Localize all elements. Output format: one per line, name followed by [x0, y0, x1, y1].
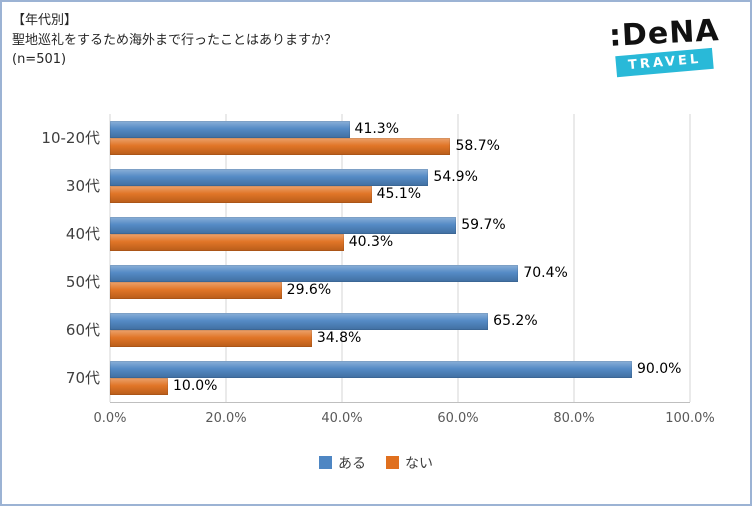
bar-aru — [110, 312, 489, 330]
bar-group: 90.0% 10.0% — [110, 354, 690, 402]
category-label: 30代 — [65, 177, 100, 195]
bar-aru — [110, 264, 519, 282]
legend-item-nai: ない — [386, 453, 433, 473]
title-line-2: 聖地巡礼をするため海外まで行ったことはありますか？ — [12, 32, 338, 48]
legend: ある ない — [2, 453, 750, 473]
value-label: 29.6% — [286, 282, 332, 298]
bar-group: 65.2% 34.8% — [110, 306, 690, 354]
gridline — [457, 113, 459, 402]
bar-chart: 10-20代 30代 40代 50代 60代 70代 41.3% 58.7% 54.9% 45.… — [14, 113, 715, 431]
bar-group: 59.7% 40.3% — [110, 210, 690, 258]
x-tick-label: 0.0% — [93, 410, 127, 426]
bar-line: 40.3% — [110, 233, 690, 251]
value-label: 41.3% — [354, 121, 400, 137]
chart-title: 【年代別】 聖地巡礼をするため海外まで行ったことはありますか？ (n=501) — [2, 2, 750, 70]
bar-nai — [110, 281, 282, 299]
value-label: 58.7% — [455, 138, 500, 154]
bar-line: 41.3% — [110, 120, 690, 138]
value-label: 34.8% — [316, 330, 362, 346]
plot-area: 41.3% 58.7% 54.9% 45.1% 59.7% 40.3% 70.4% 29.6%… — [109, 113, 691, 403]
bar-aru — [110, 216, 457, 234]
value-label: 70.4% — [523, 265, 568, 281]
category-label: 50代 — [65, 273, 100, 291]
bar-nai — [110, 329, 312, 347]
bar-line: 54.9% — [110, 168, 690, 186]
bar-line: 45.1% — [110, 185, 690, 203]
gridline — [109, 113, 111, 402]
x-tick-labels: 0.0% 20.0% 40.0% 60.0% 80.0% 100.0% — [93, 403, 714, 431]
title-line-3: (n=501) — [12, 52, 67, 67]
dena-travel-logo: :DeNA TRAVEL — [609, 13, 721, 78]
legend-item-aru: ある — [319, 453, 366, 473]
legend-label-nai: ない — [405, 455, 433, 472]
bar-rows: 41.3% 58.7% 54.9% 45.1% 59.7% 40.3% 70.4% 29.6%… — [110, 114, 690, 402]
bar-line: 70.4% — [110, 264, 690, 282]
value-label: 90.0% — [637, 361, 682, 377]
x-tick-label: 40.0% — [321, 410, 363, 426]
value-label: 59.7% — [461, 217, 506, 233]
value-label: 40.3% — [348, 234, 394, 250]
bar-line: 58.7% — [110, 137, 690, 155]
legend-swatch-nai — [386, 456, 399, 469]
gridlines — [109, 113, 691, 402]
plot-with-labels: 10-20代 30代 40代 50代 60代 70代 41.3% 58.7% 54.9% 45.… — [14, 113, 691, 403]
bar-aru — [110, 120, 350, 138]
bar-nai — [110, 377, 168, 395]
bar-aru — [110, 168, 429, 186]
legend-label-aru: ある — [338, 455, 366, 472]
bar-line: 34.8% — [110, 329, 690, 347]
gridline — [341, 113, 343, 402]
category-axis: 10-20代 30代 40代 50代 60代 70代 — [14, 114, 110, 403]
x-tick-label: 100.0% — [665, 410, 715, 426]
title-line-1: 【年代別】 — [12, 13, 78, 28]
value-label: 54.9% — [433, 169, 478, 185]
bar-nai — [110, 233, 344, 251]
bar-line: 65.2% — [110, 312, 690, 330]
category-label: 60代 — [65, 321, 100, 339]
bar-line: 90.0% — [110, 360, 690, 378]
gridline — [689, 113, 691, 402]
category-label: 70代 — [65, 369, 100, 387]
bar-nai — [110, 185, 372, 203]
bar-group: 70.4% 29.6% — [110, 258, 690, 306]
category-label: 40代 — [65, 225, 100, 243]
legend-swatch-aru — [319, 456, 332, 469]
bar-line: 59.7% — [110, 216, 690, 234]
x-tick-label: 80.0% — [553, 410, 595, 426]
gridline — [225, 113, 227, 402]
value-label: 10.0% — [173, 378, 218, 394]
x-tick-label: 20.0% — [205, 410, 247, 426]
bar-nai — [110, 137, 451, 155]
bar-group: 41.3% 58.7% — [110, 114, 690, 162]
gridline — [573, 113, 575, 402]
x-tick-label: 60.0% — [437, 410, 479, 426]
bar-line: 29.6% — [110, 281, 690, 299]
bar-group: 54.9% 45.1% — [110, 162, 690, 210]
bar-line: 10.0% — [110, 377, 690, 395]
value-label: 45.1% — [376, 186, 422, 202]
x-axis: 0.0% 20.0% 40.0% 60.0% 80.0% 100.0% — [14, 403, 714, 431]
value-label: 65.2% — [493, 313, 538, 329]
bar-aru — [110, 360, 632, 378]
category-label: 10-20代 — [41, 129, 100, 147]
